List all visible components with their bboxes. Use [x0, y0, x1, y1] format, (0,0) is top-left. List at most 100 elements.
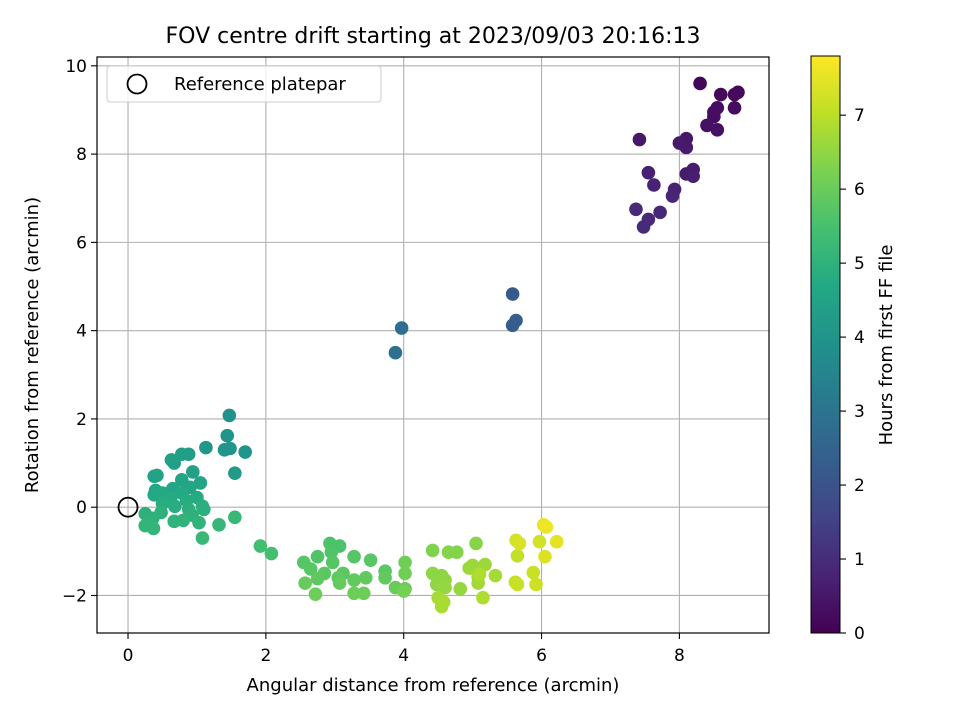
data-point	[472, 567, 487, 582]
reference-platepar-marker	[117, 496, 139, 518]
data-point	[325, 555, 340, 570]
colorbar-ticks: 0 1 2 3 4 5 6 7	[840, 106, 865, 644]
data-point	[186, 465, 200, 479]
data-point	[347, 549, 361, 564]
data-point	[220, 428, 235, 443]
data-point	[693, 76, 707, 91]
data-point	[629, 202, 643, 217]
data-point	[388, 345, 403, 360]
data-point	[347, 586, 361, 601]
chart-title: FOV centre drift starting at 2023/09/03 …	[166, 24, 701, 49]
data-point	[526, 565, 541, 580]
data-point	[199, 440, 213, 455]
data-point	[641, 165, 656, 180]
colorbar-tick-label: 3	[854, 402, 865, 422]
data-point	[193, 476, 208, 490]
colorbar-tick-label: 0	[854, 624, 865, 644]
data-point	[632, 132, 647, 147]
colorbar-tick-label: 1	[854, 550, 865, 570]
data-point	[398, 555, 412, 570]
data-point	[679, 140, 694, 155]
data-point	[505, 287, 520, 301]
legend-box	[106, 65, 382, 103]
x-tick-label: 8	[674, 646, 685, 666]
data-point	[539, 520, 554, 534]
data-point	[713, 87, 728, 102]
y-axis-label: Rotation from reference (arcmin)	[22, 197, 43, 493]
data-point	[434, 599, 449, 614]
data-point	[310, 549, 325, 564]
data-point	[228, 510, 242, 525]
data-point	[653, 205, 667, 220]
data-point	[359, 571, 373, 585]
legend-entry-reference-platepar: Reference platepar	[174, 74, 346, 95]
data-point	[378, 571, 392, 585]
x-tick-label: 2	[260, 646, 271, 666]
data-point	[197, 502, 211, 517]
data-point	[195, 531, 210, 545]
data-point	[510, 548, 525, 563]
y-tick-label: 2	[76, 410, 87, 430]
y-tick-label: 6	[76, 233, 87, 253]
data-point	[398, 566, 412, 581]
data-point	[147, 469, 162, 484]
data-point	[264, 546, 279, 561]
data-point	[462, 561, 476, 575]
colorbar-tick-label: 2	[854, 476, 865, 496]
data-point	[363, 553, 378, 567]
data-point	[425, 543, 440, 558]
data-point	[168, 499, 182, 514]
data-point	[665, 189, 680, 203]
data-point	[700, 118, 714, 133]
legend-reference-marker	[126, 73, 148, 95]
y-axis-ticks: −2 0 2 4 6 8 10	[62, 57, 97, 606]
data-point	[174, 447, 189, 462]
data-point	[396, 584, 411, 598]
data-point	[512, 536, 527, 551]
data-point	[453, 582, 468, 596]
data-point	[310, 571, 325, 586]
x-axis-ticks: 0 2 4 6 8	[123, 633, 685, 666]
data-point	[529, 577, 543, 592]
data-point	[212, 518, 226, 532]
data-point	[469, 536, 483, 551]
data-point	[308, 587, 323, 601]
y-tick-label: −2	[62, 586, 87, 606]
data-point	[147, 488, 162, 502]
data-point	[710, 123, 725, 137]
x-tick-label: 0	[123, 646, 134, 666]
data-point	[449, 545, 464, 560]
y-tick-label: 8	[76, 145, 87, 165]
x-tick-label: 6	[536, 646, 547, 666]
plot-frame	[96, 56, 770, 634]
data-point	[647, 178, 661, 192]
data-point	[488, 568, 503, 583]
data-point	[727, 87, 742, 102]
data-point	[146, 521, 161, 536]
data-point	[347, 573, 361, 587]
colorbar-gradient	[810, 55, 841, 634]
y-tick-label: 0	[76, 498, 87, 518]
data-point	[438, 580, 452, 595]
data-point	[167, 456, 181, 470]
colorbar-tick-label: 7	[854, 106, 865, 126]
colorbar-tick-label: 5	[854, 254, 865, 274]
data-point	[238, 445, 252, 459]
colorbar-tick-label: 4	[854, 328, 865, 348]
legend: Reference platepar	[106, 65, 382, 103]
colorbar: 0 1 2 3 4 5 6 7 Hours from first FF file	[810, 55, 897, 644]
data-point	[176, 513, 190, 528]
data-point	[356, 586, 371, 601]
colorbar-tick-label: 6	[854, 180, 865, 200]
data-point	[222, 408, 237, 423]
data-point	[686, 169, 700, 183]
data-point	[727, 100, 742, 115]
data-point	[192, 515, 206, 530]
x-axis-label: Angular distance from reference (arcmin)	[247, 675, 620, 696]
data-point	[228, 466, 242, 481]
scatter-points	[138, 76, 745, 614]
data-point	[324, 545, 339, 560]
data-point	[510, 577, 525, 592]
data-point	[549, 534, 564, 549]
